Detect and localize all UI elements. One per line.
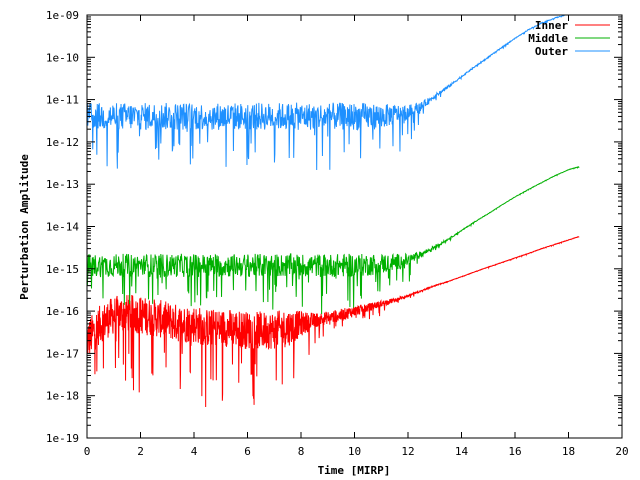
x-tick-label: 18 [562,445,575,458]
y-axis-title: Perturbation Amplitude [18,154,31,300]
y-tick-label: 1e-10 [46,51,79,64]
x-axis-title: Time [MIRP] [318,464,391,477]
x-tick-label: 20 [615,445,628,458]
y-tick-label: 1e-17 [46,347,79,360]
plot-frame [86,14,623,439]
x-tick-label: 2 [137,445,144,458]
y-tick-label: 1e-09 [46,9,79,22]
x-tick-label: 0 [84,445,91,458]
series-line-inner [87,236,580,407]
y-tick-label: 1e-16 [46,305,79,318]
y-tick-label: 1e-11 [46,94,79,107]
series-layer [87,15,580,407]
legend-label-middle: Middle [528,32,568,45]
x-tick-label: 12 [401,445,414,458]
x-tick-label: 8 [298,445,305,458]
x-tick-label: 16 [508,445,521,458]
x-tick-label: 14 [455,445,469,458]
y-axis-ticks: 1e-19 1e-18 1e-17 1e-16 1e-15 1e-14 1e-13 1e-12… [46,9,622,445]
series-line-middle [87,166,580,315]
x-tick-label: 10 [348,445,361,458]
x-axis-ticks: 0 2 4 6 8 10 12 14 16 18 20 [84,15,629,458]
legend-label-outer: Outer [535,45,568,58]
legend-label-inner: Inner [535,19,568,32]
x-tick-label: 6 [244,445,251,458]
y-tick-label: 1e-15 [46,263,79,276]
series-line-outer [87,15,569,171]
x-tick-label: 4 [191,445,198,458]
y-tick-label: 1e-19 [46,432,79,445]
y-tick-label: 1e-14 [46,221,79,234]
y-tick-label: 1e-18 [46,390,79,403]
y-tick-label: 1e-12 [46,136,79,149]
y-tick-label: 1e-13 [46,178,79,191]
